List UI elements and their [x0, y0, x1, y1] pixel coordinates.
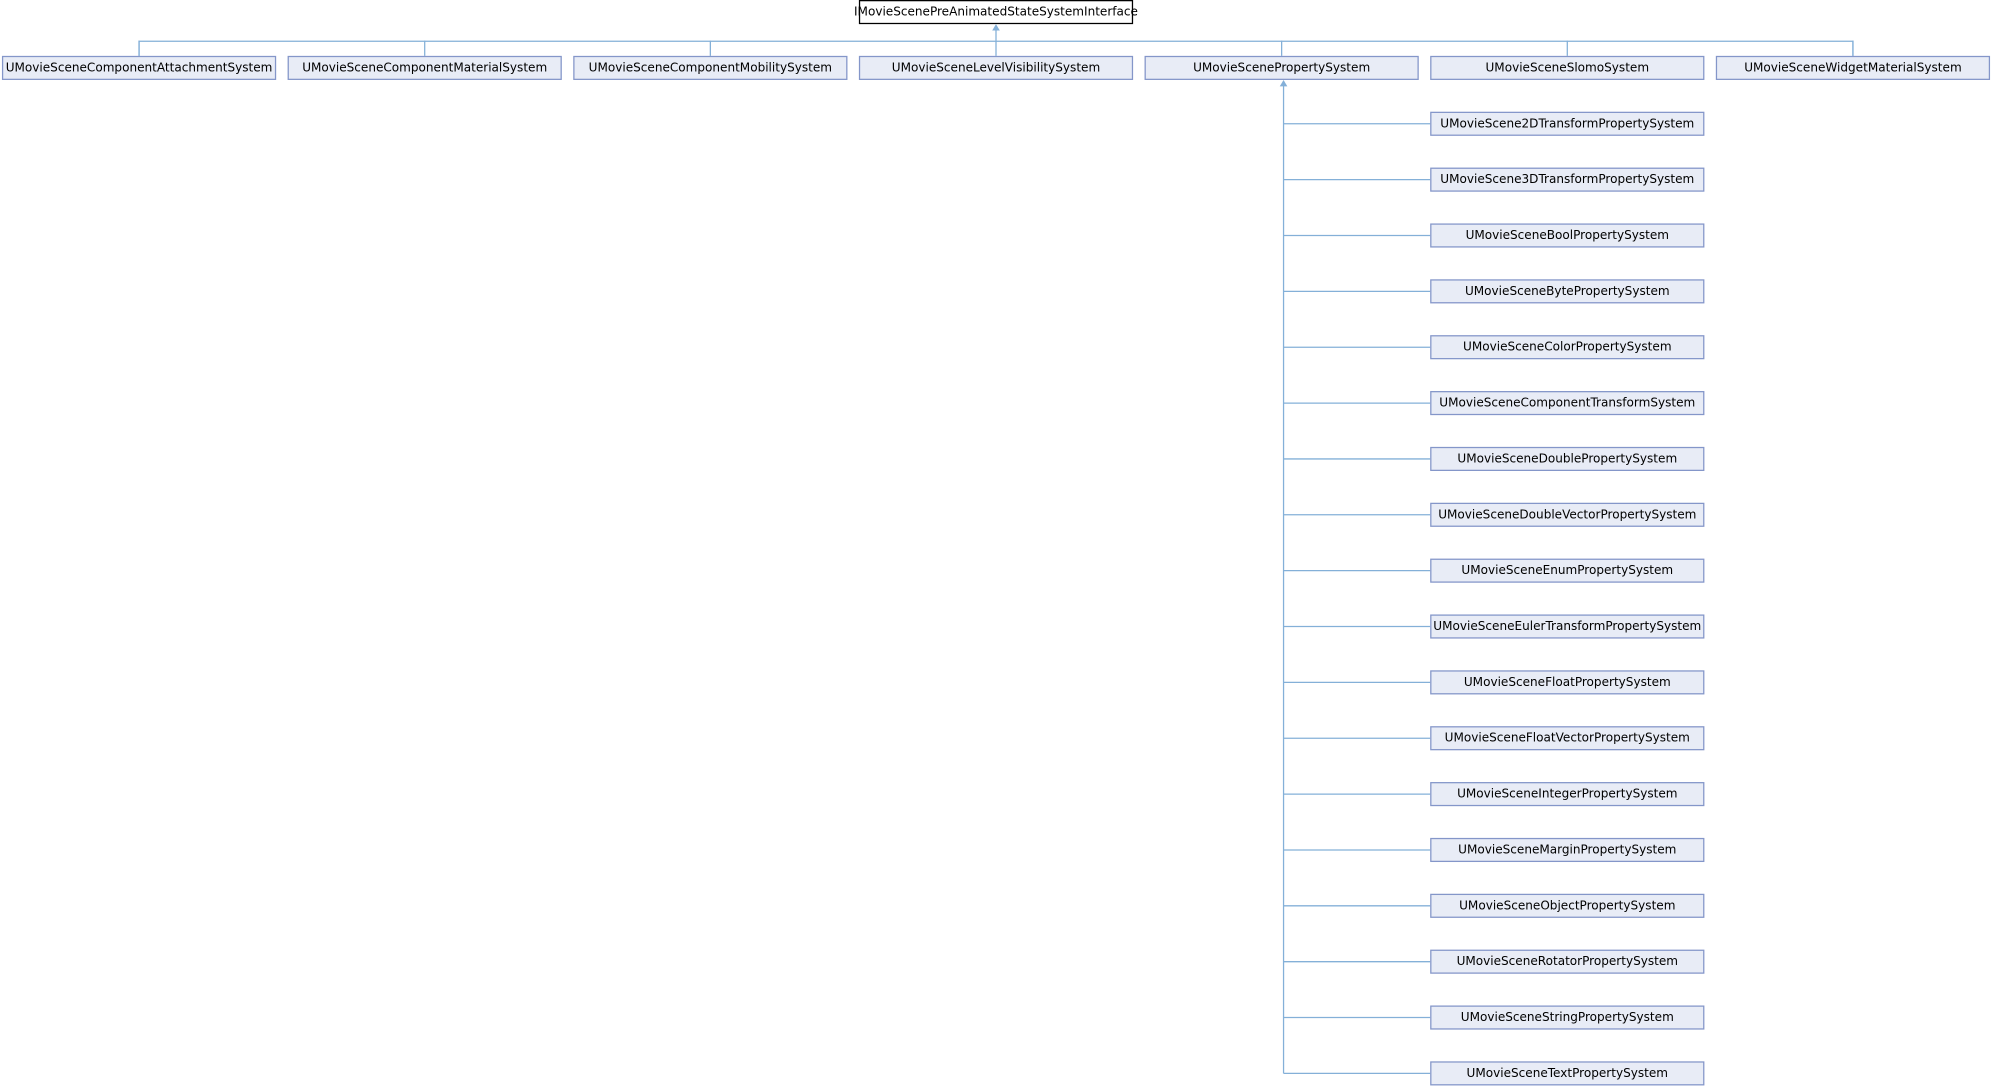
class-label: UMovieSceneEnumPropertySystem: [1461, 563, 1673, 577]
root-label: IMovieScenePreAnimatedStateSystemInterfa…: [854, 5, 1138, 19]
class-box: [1430, 614, 1705, 639]
class-box: [1430, 670, 1705, 695]
arrow: [1279, 79, 1288, 87]
class-label: UMovieSceneComponentAttachmentSystem: [6, 60, 273, 74]
class-label: UMovieSceneFloatVectorPropertySystem: [1445, 731, 1690, 745]
class-label: UMovieSceneStringPropertySystem: [1461, 1010, 1674, 1024]
class-label: UMovieSceneWidgetMaterialSystem: [1744, 60, 1962, 74]
class-label: UMovieScenePropertySystem: [1193, 60, 1370, 74]
class-box: [1430, 726, 1705, 751]
class-box: [1, 55, 277, 80]
class-box: [1430, 837, 1705, 863]
class-label: UMovieSceneColorPropertySystem: [1463, 340, 1672, 354]
class-label: UMovieSceneDoublePropertySystem: [1457, 451, 1677, 465]
class-label: UMovieSceneTextPropertySystem: [1467, 1066, 1668, 1080]
class-label: UMovieSceneBoolPropertySystem: [1466, 228, 1669, 242]
class-box: [1430, 502, 1705, 527]
class-box: [1430, 223, 1705, 248]
class-box: [858, 55, 1134, 80]
class-box: [1430, 111, 1705, 136]
class-box: [1430, 391, 1705, 416]
class-box: [1430, 55, 1705, 80]
class-label: UMovieSceneMarginPropertySystem: [1458, 842, 1676, 856]
class-label: UMovieSceneFloatPropertySystem: [1464, 675, 1671, 689]
class-box: [1715, 55, 1991, 80]
class-box: [1430, 335, 1705, 360]
class-box: [1430, 1061, 1705, 1086]
class-label: UMovieSceneComponentMobilitySystem: [589, 60, 832, 74]
class-box: [573, 55, 848, 80]
class-box: [1430, 446, 1705, 472]
class-label: UMovieSceneLevelVisibilitySystem: [892, 60, 1100, 74]
class-box: [1144, 55, 1419, 80]
class-label: UMovieSceneEulerTransformPropertySystem: [1433, 619, 1701, 633]
class-box: [1430, 167, 1705, 192]
class-box: [1430, 949, 1705, 974]
class-label: UMovieSceneRotatorPropertySystem: [1457, 954, 1678, 968]
class-label: UMovieSceneComponentMaterialSystem: [302, 60, 547, 74]
class-label: UMovieSceneDoubleVectorPropertySystem: [1438, 507, 1696, 521]
root-box: [858, 0, 1134, 25]
class-label: UMovieSceneSlomoSystem: [1485, 60, 1649, 74]
class-box: [1430, 893, 1705, 918]
class-box: [287, 55, 562, 80]
class-box: [1430, 1005, 1705, 1030]
arrow: [992, 24, 1000, 31]
class-label: UMovieSceneComponentTransformSystem: [1439, 396, 1695, 410]
class-label: UMovieScene2DTransformPropertySystem: [1440, 116, 1694, 130]
class-label: UMovieSceneIntegerPropertySystem: [1457, 787, 1677, 801]
class-label: UMovieSceneBytePropertySystem: [1465, 284, 1670, 298]
class-label: UMovieSceneObjectPropertySystem: [1459, 898, 1675, 912]
class-box: [1430, 558, 1705, 583]
class-box: [1430, 782, 1705, 807]
class-box: [1430, 279, 1705, 304]
class-label: UMovieScene3DTransformPropertySystem: [1440, 172, 1694, 186]
